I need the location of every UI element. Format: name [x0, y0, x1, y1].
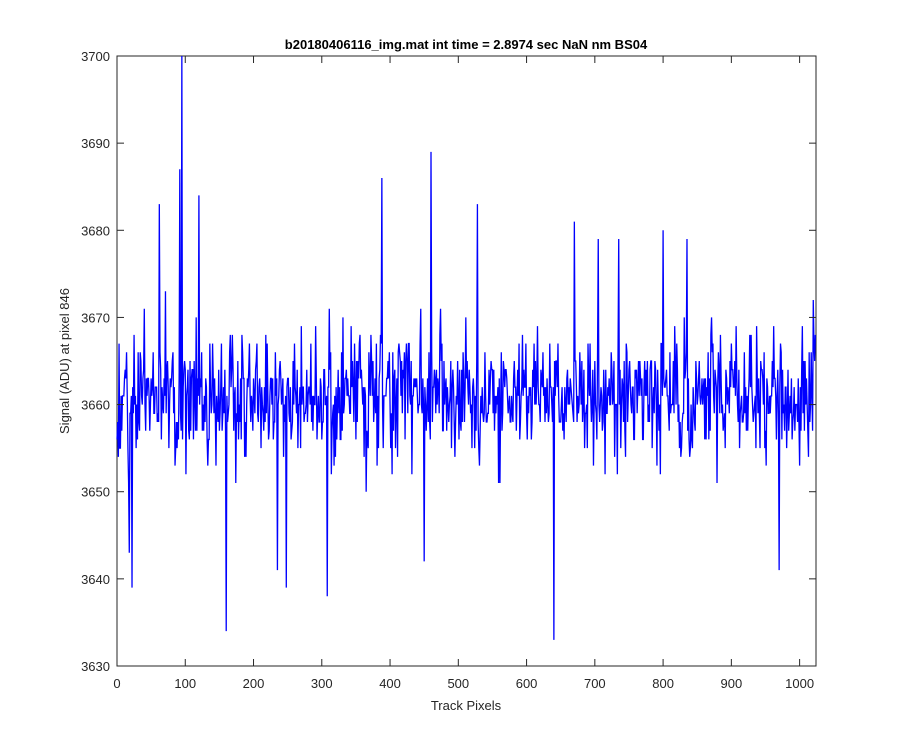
y-tick-label: 3690: [81, 136, 110, 151]
x-tick-label: 600: [516, 676, 538, 691]
x-tick-label: 500: [447, 676, 469, 691]
y-tick-label: 3640: [81, 572, 110, 587]
y-tick-label: 3680: [81, 223, 110, 238]
x-tick-label: 1000: [785, 676, 814, 691]
x-tick-label: 200: [243, 676, 265, 691]
y-ticks: 3630 3640 3650 3660 3670 3680 3690 3700: [81, 49, 816, 674]
y-tick-label: 3630: [81, 659, 110, 674]
x-tick-label: 700: [584, 676, 606, 691]
x-tick-label: 800: [652, 676, 674, 691]
y-tick-label: 3660: [81, 398, 110, 413]
y-tick-label: 3670: [81, 310, 110, 325]
x-ticks: 0 100 200 300 400 500 600 700 800 900 1000: [113, 56, 814, 691]
series-line: [116, 55, 816, 640]
x-axis-label: Track Pixels: [431, 698, 502, 713]
x-tick-label: 100: [174, 676, 196, 691]
x-tick-label: 900: [721, 676, 743, 691]
y-tick-label: 3700: [81, 49, 110, 64]
plot-area: 0 100 200 300 400 500 600 700 800 900 1000 3630 364…: [81, 49, 817, 691]
y-axis-label: Signal (ADU) at pixel 846: [57, 288, 72, 434]
chart-title: b20180406116_img.mat int time = 2.8974 s…: [285, 37, 648, 52]
x-tick-label: 400: [379, 676, 401, 691]
y-tick-label: 3650: [81, 485, 110, 500]
x-tick-label: 300: [311, 676, 333, 691]
x-tick-label: 0: [113, 676, 120, 691]
